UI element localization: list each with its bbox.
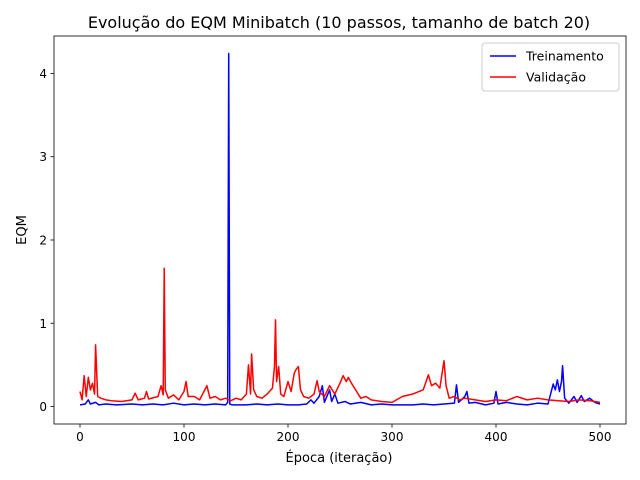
legend-box (481, 42, 620, 92)
y-axis-label: EQM (15, 215, 30, 245)
x-tick-label: 300 (381, 430, 404, 444)
axes-frame (53, 35, 627, 425)
legend: Treinamento Validação (481, 42, 620, 92)
y-tick-label: 1 (39, 317, 47, 331)
axes: 0 100 200 300 400 500 0 1 2 3 4 (39, 35, 627, 444)
x-tick-label: 500 (589, 430, 612, 444)
legend-label-0: Treinamento (525, 49, 604, 64)
x-axis-label: Época (iteração) (286, 450, 393, 466)
y-tick-label: 3 (39, 150, 47, 164)
y-tick-label: 0 (39, 400, 47, 414)
y-tick-label: 2 (39, 233, 47, 247)
legend-label-1: Validação (526, 70, 586, 85)
x-tick-label: 0 (76, 430, 84, 444)
x-tick-label: 400 (485, 430, 508, 444)
series-line-1 (79, 267, 601, 404)
x-tick-label: 100 (173, 430, 196, 444)
plot-area (79, 52, 601, 406)
chart-title: Evolução do EQM Minibatch (10 passos, ta… (88, 13, 590, 32)
x-tick-label: 200 (277, 430, 300, 444)
series-line-0 (79, 52, 601, 406)
y-tick-label: 4 (39, 67, 47, 81)
